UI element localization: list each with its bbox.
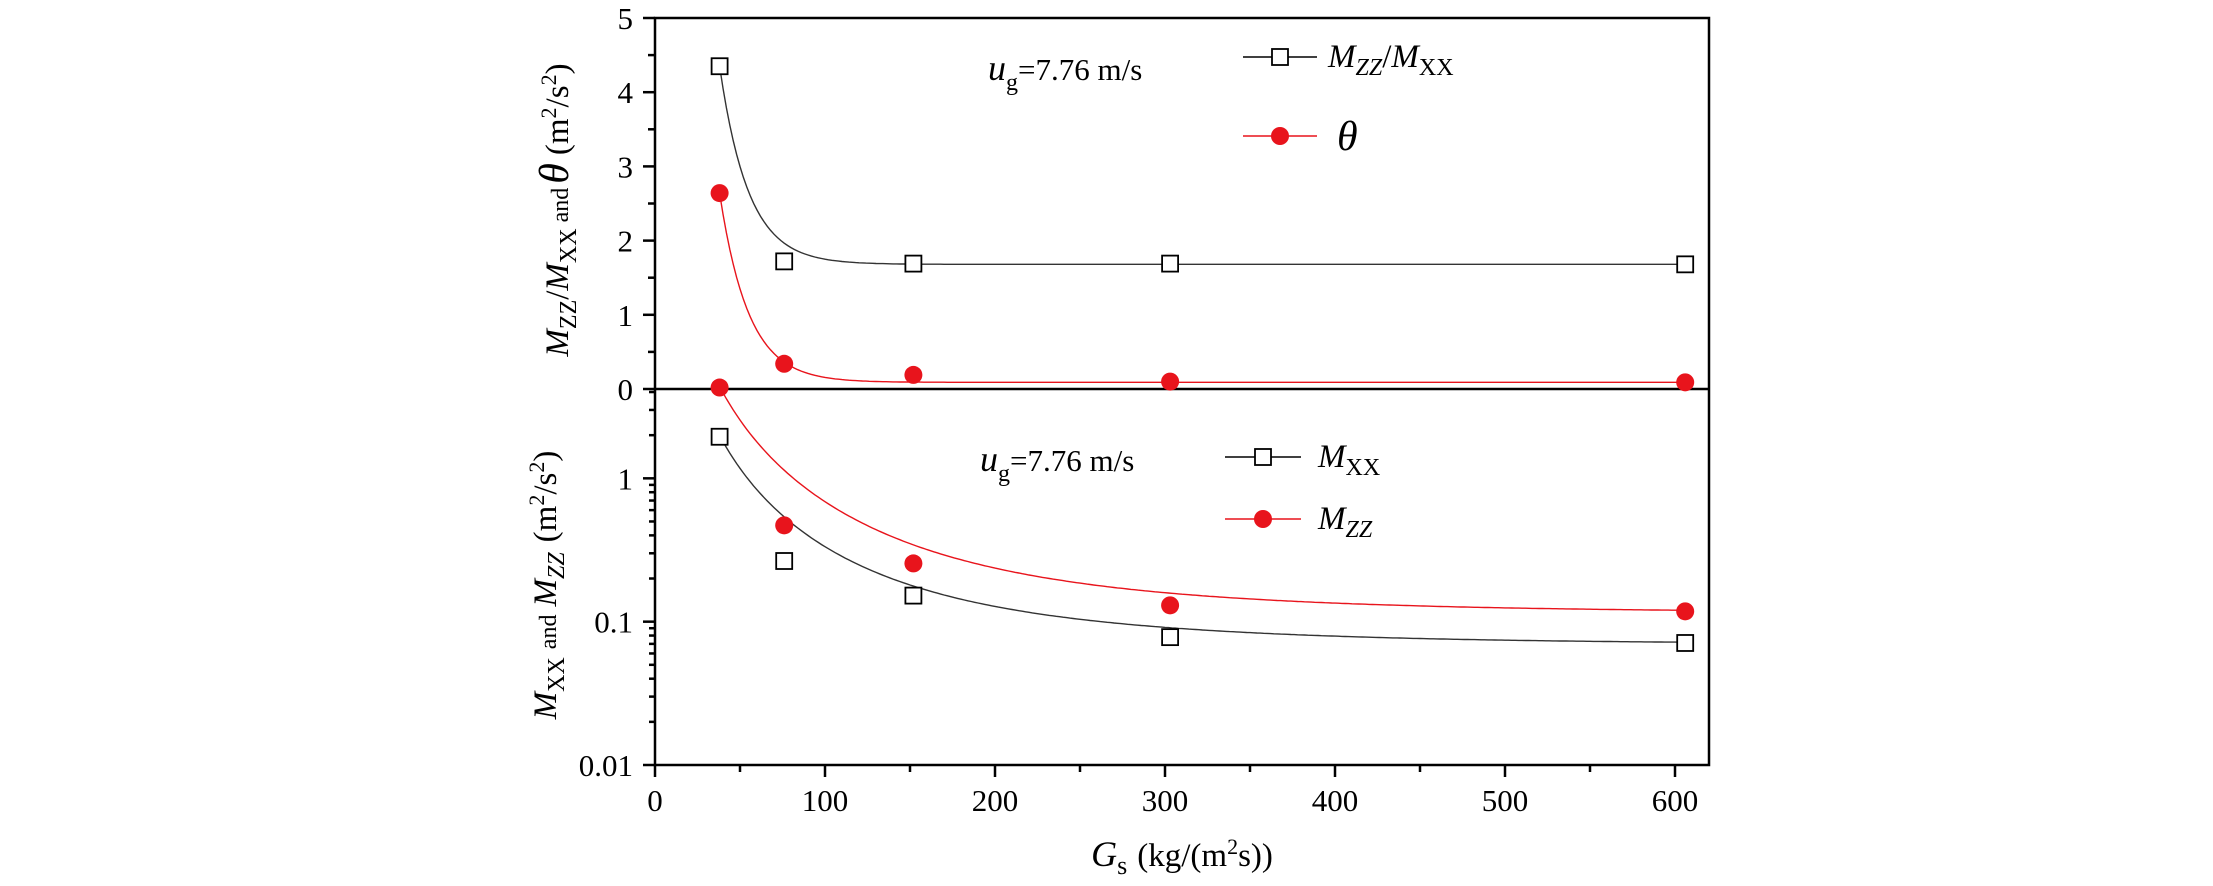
fit-curve bbox=[719, 387, 1686, 611]
top-y-tick-label: 5 bbox=[618, 1, 634, 36]
data-point-circle bbox=[775, 354, 794, 373]
x-axis-label: Gs (kg/(m2s)) bbox=[1091, 834, 1273, 880]
bottom-y-tick-label: 1 bbox=[618, 461, 634, 496]
top-y-tick-label: 4 bbox=[618, 75, 634, 110]
bottom-y-axis-label: MXXandMZZ(m2/s2) bbox=[524, 451, 570, 721]
data-point-circle bbox=[775, 516, 794, 535]
data-point-circle bbox=[1161, 372, 1180, 391]
top-data-points bbox=[710, 57, 1695, 392]
legend-label-mzz: MZZ bbox=[1317, 501, 1373, 543]
x-tick-label: 600 bbox=[1652, 783, 1699, 818]
legend-marker-square bbox=[1271, 48, 1289, 66]
data-point-square bbox=[1161, 254, 1179, 273]
data-point-circle bbox=[710, 184, 729, 203]
data-point-square bbox=[1676, 634, 1695, 652]
top-y-tick-label: 0 bbox=[618, 372, 634, 407]
data-point-circle bbox=[904, 554, 923, 573]
legend-marker-circle bbox=[1271, 127, 1289, 145]
top-y-tick-label: 3 bbox=[618, 149, 634, 184]
legend-label-mxx: MXX bbox=[1317, 439, 1380, 481]
top-y-tick-label: 1 bbox=[618, 298, 634, 333]
data-point-square bbox=[710, 427, 729, 446]
plot-frame bbox=[653, 16, 1711, 767]
top-y-tick-label: 2 bbox=[618, 224, 634, 259]
fit-curve bbox=[718, 66, 1686, 265]
legend-marker-square bbox=[1254, 448, 1272, 466]
data-point-square bbox=[710, 57, 729, 76]
legend-marker-circle bbox=[1254, 510, 1272, 528]
legend-label-theta: θ bbox=[1337, 114, 1358, 160]
data-point-circle bbox=[1161, 596, 1180, 615]
x-ticks: 0 100 200 300 400 500 600 bbox=[647, 765, 1698, 818]
fit-curve bbox=[719, 436, 1686, 643]
data-point-circle bbox=[904, 365, 923, 384]
top-y-ticks: 0 1 2 3 4 5 bbox=[618, 1, 655, 407]
data-point-square bbox=[775, 552, 794, 570]
top-annotation: ug=7.76 m/s bbox=[988, 48, 1142, 96]
x-tick-label: 0 bbox=[647, 783, 663, 818]
data-point-square bbox=[775, 252, 794, 271]
top-y-axis-label: MZZ/MXXandθ(m2/s2) bbox=[532, 63, 582, 357]
x-tick-label: 300 bbox=[1142, 783, 1189, 818]
data-point-circle bbox=[1676, 373, 1695, 392]
x-tick-label: 200 bbox=[972, 783, 1019, 818]
bottom-y-tick-label: 0.01 bbox=[579, 748, 633, 783]
top-legend: MZZ/MXX θ bbox=[1243, 39, 1454, 160]
x-tick-label: 500 bbox=[1482, 783, 1529, 818]
bottom-y-tick-label: 0.1 bbox=[594, 605, 633, 640]
bottom-data-points bbox=[710, 378, 1695, 652]
data-point-circle bbox=[1676, 602, 1695, 621]
x-tick-label: 100 bbox=[802, 783, 849, 818]
bottom-fit-curves bbox=[719, 387, 1686, 643]
fit-curve bbox=[718, 192, 1686, 383]
x-tick-label: 400 bbox=[1312, 783, 1359, 818]
data-point-square bbox=[904, 586, 923, 605]
data-point-circle bbox=[710, 378, 729, 397]
bottom-y-ticks: 0.01 0.1 1 bbox=[579, 390, 655, 783]
bottom-annotation: ug=7.76 m/s bbox=[980, 439, 1134, 487]
data-point-square bbox=[904, 254, 923, 273]
top-fit-curves bbox=[718, 66, 1686, 383]
data-point-square bbox=[1161, 628, 1179, 647]
bottom-legend: MXX MZZ bbox=[1225, 439, 1380, 543]
legend-label-mzz-mxx: MZZ/MXX bbox=[1327, 39, 1454, 81]
data-point-square bbox=[1676, 255, 1695, 274]
